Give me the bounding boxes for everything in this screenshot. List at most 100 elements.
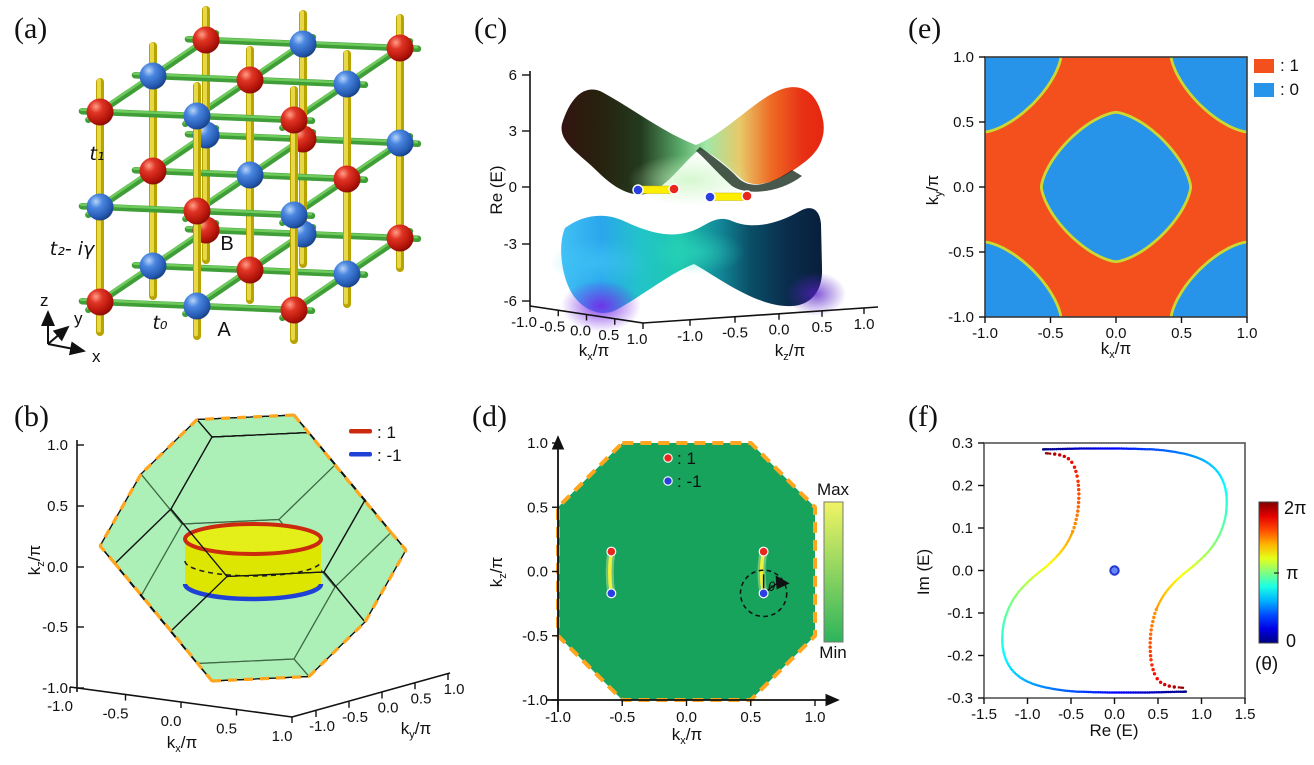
- panel-d-ticks: -1.0 -0.5 0.0 0.5 1.0 1.0 0.5 0.0 -0.5 -1.0: [522, 435, 825, 726]
- spectrum-dot: [1068, 689, 1071, 693]
- colorbar-min-label: Min: [819, 643, 846, 662]
- spectrum-dot: [1074, 469, 1078, 474]
- spectrum-dot: [1225, 506, 1228, 510]
- spectrum-dot: [1148, 636, 1153, 641]
- fermi-arc: [607, 549, 614, 596]
- spectrum-dot: [1114, 447, 1118, 450]
- spectrum-dot: [1132, 447, 1135, 451]
- panel-d-axes: [546, 435, 840, 712]
- lattice-site-B: [192, 26, 220, 54]
- spectrum-dot: [1046, 452, 1050, 455]
- panel-d-legend: : 1 : -1: [663, 449, 702, 491]
- legend-dot-charge-minus: [663, 476, 673, 486]
- bz-silhouette-dashed-edge: [98, 473, 143, 547]
- bz-silhouette-dashed-edge: [169, 629, 214, 683]
- spectrum-dot: [1225, 497, 1228, 501]
- spectrum-dot: [1169, 690, 1172, 694]
- spectrum-dot: [1146, 691, 1149, 694]
- legend-label-winding-plus: : 1: [377, 423, 396, 442]
- spectrum-dot: [1081, 690, 1085, 694]
- tick-label: 1.0: [272, 728, 293, 745]
- spectrum-dot: [1153, 611, 1157, 616]
- spectrum-dot: [1175, 690, 1178, 694]
- ep-plus-dot: [741, 190, 753, 202]
- tick-label: 0.5: [740, 709, 761, 726]
- spectrum-dot: [1154, 607, 1159, 612]
- spectrum-dot: [1072, 525, 1076, 530]
- tick-label: -0.5: [722, 325, 748, 342]
- tick-label: -0.5: [1058, 706, 1084, 723]
- spectrum-dot: [1149, 628, 1153, 632]
- tick-label: 0.0: [676, 709, 697, 726]
- theta-colorbar-title: (θ): [1255, 654, 1278, 675]
- hopping-t2-label: t₂- iγ: [50, 238, 96, 260]
- phase-region-winding-0-blobs: [985, 57, 1247, 317]
- spectrum-dot: [1149, 448, 1153, 451]
- spectrum-dot: [1177, 686, 1181, 689]
- spectrum-dot: [1071, 529, 1075, 534]
- spectrum-dot: [1148, 654, 1153, 658]
- phase-blob-center: [1039, 110, 1193, 264]
- lattice-site-B: [280, 296, 308, 324]
- spectrum-dot: [1066, 447, 1069, 451]
- lattice-site-B: [333, 165, 361, 193]
- panel-f-ticks: -1.5 -1.0 -0.5 0.0 0.5 1.0 1.5 0.3 0.2 0.1 0.0 -0.1…: [947, 435, 1255, 723]
- site-b-label: B: [220, 233, 233, 255]
- legend-dot-charge-plus: [663, 453, 673, 463]
- theta-colorbar-bottom-label: 0: [1286, 631, 1296, 651]
- panel-e: (e) -1.0 -0.5 0.0 0.5 1.0 1.0 0.5 0.0 -0.5 -1.0 k…: [908, 12, 1299, 361]
- lattice-site-B: [386, 224, 414, 252]
- ep-minus-dot: [632, 184, 644, 196]
- spectrum-dot: [1152, 672, 1157, 676]
- tick-label: 0.5: [1148, 706, 1169, 723]
- spectrum-dot: [1150, 624, 1154, 628]
- spectrum-dot: [1150, 663, 1154, 667]
- spectrum-dot: [1076, 690, 1080, 693]
- lower-band-purple-right: [786, 272, 846, 316]
- spectrum-dot: [1102, 691, 1106, 694]
- tick-label: -1.5: [971, 706, 997, 723]
- tick-label: 0.0: [378, 700, 399, 717]
- triad-z-label: z: [40, 291, 49, 310]
- spectrum-dot: [1108, 691, 1111, 694]
- panel-d-colorbar: Max Min: [817, 480, 850, 662]
- spectrum-dot: [1158, 448, 1161, 452]
- theta-loop-circle: [739, 569, 788, 618]
- spectrum-dot: [1149, 632, 1153, 636]
- complex-energy-spectrum: [1001, 447, 1228, 694]
- phase-blob-corner: [1169, 240, 1247, 317]
- spectrum-dot: [1171, 690, 1174, 694]
- bz-silhouette-dashed-edge: [307, 620, 367, 678]
- spectrum-dot: [1053, 447, 1056, 451]
- spectrum-dot: [1076, 505, 1081, 509]
- panel-b-legend: : 1 : -1: [349, 423, 402, 465]
- spectrum-dot: [1097, 447, 1101, 450]
- spectrum-dot: [1149, 658, 1153, 662]
- spectrum-dot: [1051, 447, 1054, 451]
- site-a-label: A: [217, 319, 231, 341]
- tick-label: 0: [509, 179, 517, 196]
- lattice-site-B: [86, 288, 114, 316]
- fermi-arc-bars: [632, 183, 753, 203]
- spectrum-dot: [1118, 447, 1121, 450]
- spectrum-dot: [1001, 633, 1004, 637]
- panel-a-tag: (a): [14, 12, 47, 45]
- c-kx-axis-label: kx/π: [579, 341, 609, 363]
- b-kx-axis-label: kx/π: [167, 733, 197, 755]
- b-kz-axis-label: kz/π: [25, 545, 47, 575]
- lattice-site-B: [236, 256, 264, 284]
- legend-label-winding-1: : 1: [1280, 56, 1299, 75]
- tick-label: 6: [509, 67, 517, 84]
- spectrum-dot: [1177, 690, 1180, 694]
- tick-label: 0.5: [812, 319, 833, 336]
- spectrum-dot: [1001, 631, 1004, 635]
- legend-swatch-winding-minus: [349, 452, 372, 457]
- tick-label: -1.0: [948, 309, 974, 326]
- spectrum-dot: [1155, 677, 1159, 681]
- tick-label: 0.5: [953, 114, 974, 131]
- spectrum-dot: [1090, 690, 1094, 694]
- spectrum-dot: [1050, 687, 1054, 690]
- spectrum-dot: [1151, 691, 1155, 694]
